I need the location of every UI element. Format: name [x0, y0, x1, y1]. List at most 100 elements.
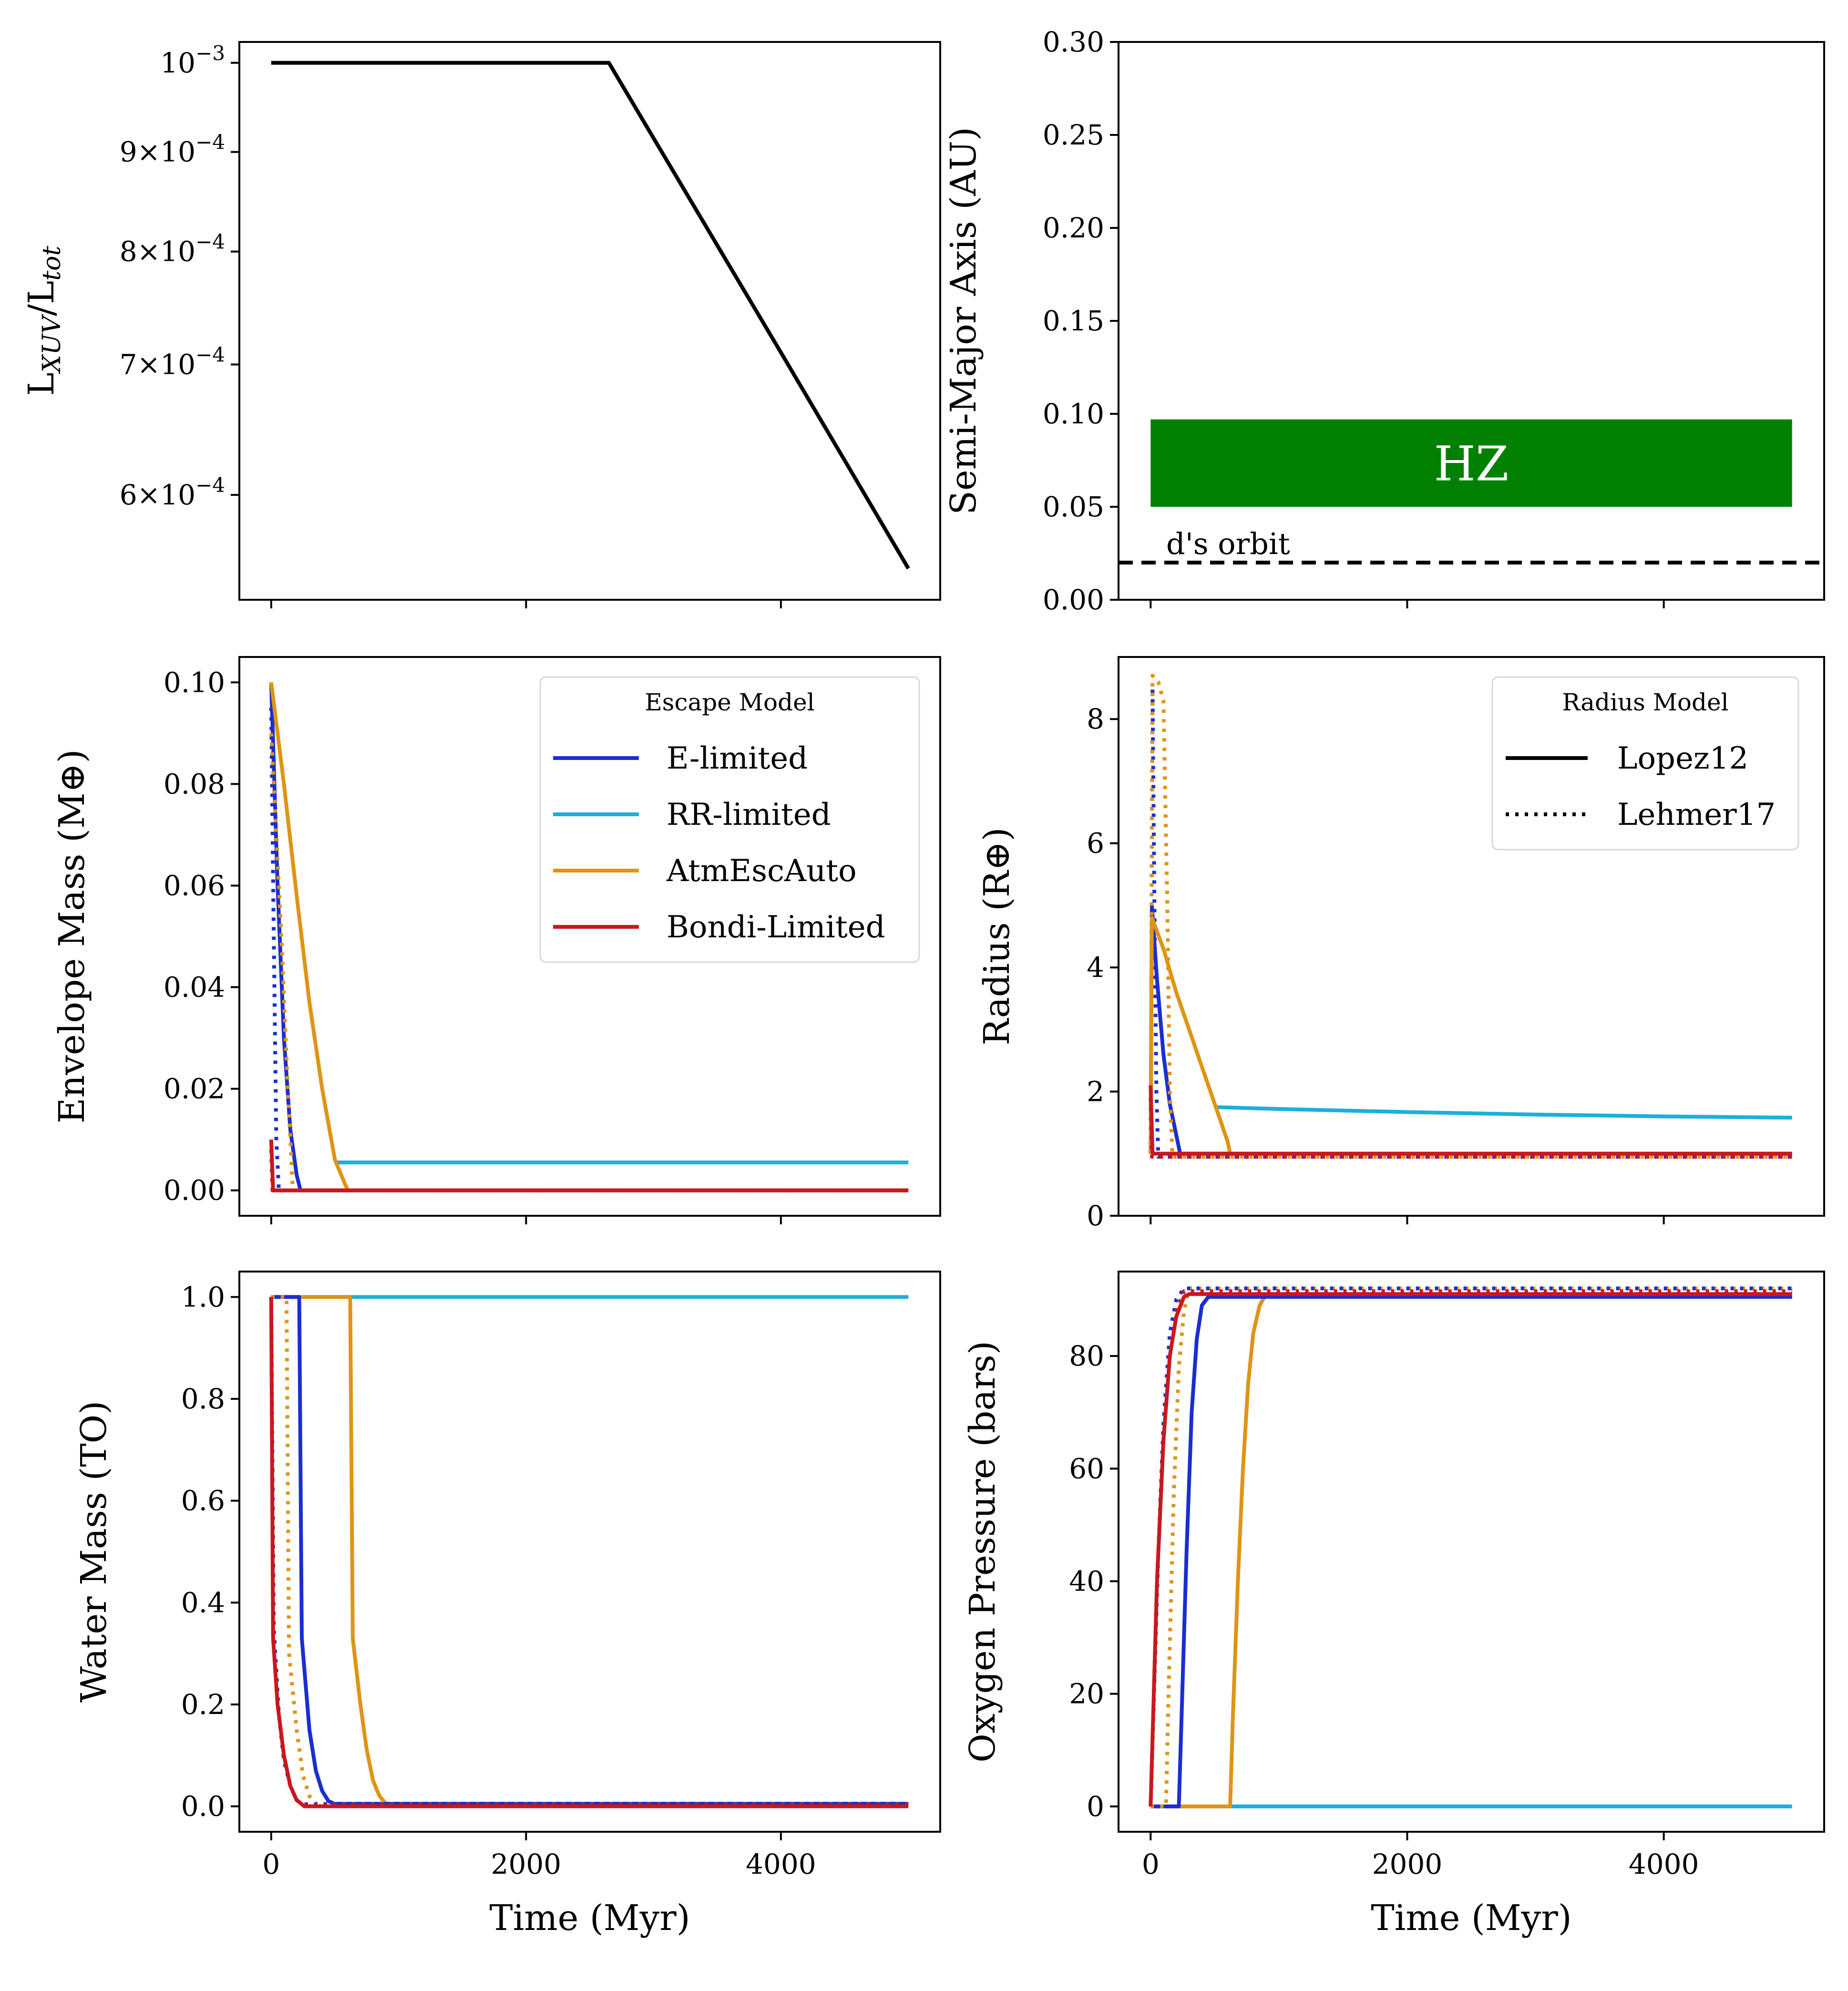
y-tick-label: 0.20	[1043, 212, 1104, 244]
y-tick-label: 8×10−4	[120, 230, 225, 268]
y-tick-label: 0.10	[1043, 398, 1104, 430]
x-tick-label: 4000	[746, 1848, 816, 1880]
legend-label: RR-limited	[667, 797, 831, 832]
panel-semi-major-axis: HZ d's orbit 0.00 0.05 0.10 0.15 0.20 0.25 0.30 S…	[943, 26, 1825, 616]
axes-frame	[1118, 1271, 1825, 1833]
y-tick-label: 6×10−4	[120, 473, 225, 511]
series-line-atmescauto	[269, 682, 909, 1192]
series-line-bondi-dot	[1149, 1289, 1792, 1807]
series-line-bondi	[1149, 1292, 1792, 1807]
y-tick-label: 60	[1069, 1452, 1104, 1485]
legend-label: AtmEscAuto	[666, 853, 857, 889]
y-tick-label: 0.8	[181, 1383, 225, 1415]
series-line-rr_limited	[1214, 1105, 1792, 1120]
legend-title: Radius Model	[1562, 688, 1728, 716]
y-axis-label: LXUV/Ltot	[21, 246, 66, 396]
y-tick-label: 0.10	[164, 666, 225, 698]
series-line-e_limited-dot	[1149, 1286, 1792, 1807]
series-line-atmescauto-dot	[271, 1295, 909, 1806]
series-line-bondi-dot	[269, 1297, 909, 1807]
y-tick-label: 0.06	[164, 869, 225, 902]
y-axis-label: Oxygen Pressure (bars)	[962, 1341, 1003, 1762]
legend-box	[1491, 676, 1799, 851]
y-tick-label: 0.0	[181, 1790, 225, 1823]
x-tick-label: 2000	[1372, 1848, 1443, 1880]
y-axis-label: Radius (R⊕)	[976, 827, 1017, 1045]
series-line-black	[271, 61, 910, 570]
y-tick-label: 4	[1087, 951, 1104, 984]
y-tick-label: 40	[1069, 1565, 1104, 1597]
axes-frame	[1118, 656, 1825, 1217]
x-axis-label: Time (Myr)	[1371, 1898, 1571, 1939]
series-line-bondi	[1149, 1085, 1792, 1156]
series-group	[269, 682, 909, 1192]
y-tick-label: 9×10−4	[120, 131, 225, 168]
y-tick-label: 20	[1069, 1678, 1104, 1710]
y-tick-label: 0.08	[164, 768, 225, 800]
series-line-atmescauto-dot	[269, 733, 909, 1192]
y-axis-label: Water Mass (TO)	[73, 1401, 114, 1703]
series-line-e_limited	[1150, 1295, 1792, 1808]
series-group	[1149, 674, 1792, 1159]
axes-frame	[238, 41, 941, 601]
y-tick-label: 7×10−4	[120, 343, 225, 381]
y-tick-label: 0	[1087, 1200, 1104, 1232]
y-axis-label: Semi-Major Axis (AU)	[943, 127, 984, 515]
series-line-bondi	[269, 1297, 909, 1808]
y-tick-label: 1.0	[181, 1281, 225, 1313]
y-tick-label: 0.4	[181, 1586, 225, 1619]
panel-water-mass: 0 2000 4000 0.0 0.2 0.4 0.6 0.8 1.0 Time (Myr) Wat…	[73, 1271, 941, 1939]
legend: Escape Model E-limited RR-limited AtmEscAut…	[539, 676, 920, 963]
y-tick-label: 0.25	[1043, 119, 1104, 151]
y-tick-label: 0.30	[1043, 26, 1104, 58]
series-line-atmescauto-dot	[1149, 674, 1792, 1159]
legend-label: Bondi-Limited	[667, 910, 885, 945]
legend: Radius Model Lopez12 Lehmer17	[1491, 676, 1799, 851]
series-line-e_limited-dot	[269, 708, 909, 1192]
y-tick-label: 0.6	[181, 1485, 225, 1517]
series-group	[1149, 1286, 1792, 1808]
series-line-bondi	[269, 1139, 909, 1192]
x-tick-label: 4000	[1629, 1848, 1699, 1880]
y-tick-label: 0.00	[1043, 584, 1104, 616]
y-tick-label: 10−3	[160, 41, 225, 79]
y-tick-label: 0	[1087, 1790, 1104, 1823]
habitable-zone-band	[1150, 419, 1792, 507]
legend-label: Lopez12	[1617, 741, 1748, 776]
hz-label: HZ	[1434, 436, 1509, 492]
y-tick-label: 0.05	[1043, 491, 1104, 523]
legend-box	[539, 676, 920, 963]
y-tick-label: 6	[1087, 827, 1104, 860]
axes-frame	[238, 1271, 941, 1833]
y-tick-label: 2	[1087, 1076, 1104, 1108]
series-line-bondi-dot	[269, 1149, 909, 1192]
series-line-e_limited	[271, 1295, 909, 1806]
series-line-e_limited-dot	[269, 1297, 909, 1806]
legend-label: E-limited	[667, 741, 808, 776]
series-group	[271, 61, 910, 570]
x-axis-label: Time (Myr)	[489, 1898, 690, 1939]
series-line-atmescauto-dot	[1150, 1286, 1792, 1808]
legend-title: Escape Model	[645, 688, 814, 716]
y-tick-label: 0.04	[164, 971, 225, 1004]
axes-frame	[1118, 41, 1825, 601]
y-tick-label: 0.02	[164, 1073, 225, 1105]
x-tick-label: 0	[1142, 1848, 1160, 1880]
x-tick-label: 2000	[491, 1848, 562, 1880]
y-tick-label: 0.00	[164, 1174, 225, 1207]
x-tick-label: 0	[262, 1848, 280, 1880]
y-tick-label: 0.15	[1043, 305, 1104, 337]
series-line-atmescauto	[1150, 1292, 1792, 1808]
legend-label: Lehmer17	[1617, 797, 1776, 832]
panel-radius: 0 2 4 6 8 Radius (R⊕) Radius Model Lopez12 Lehme…	[976, 656, 1825, 1232]
y-tick-label: 8	[1087, 703, 1104, 735]
panel-lxuv: 10−3 9×10−4 8×10−4 7×10−4 6×10−4 LXUV/Ltot	[21, 41, 941, 608]
y-tick-label: 0.2	[181, 1688, 225, 1721]
orbit-label: d's orbit	[1166, 526, 1290, 561]
series-line-e_limited-dot	[1149, 686, 1792, 1159]
series-group	[269, 1295, 909, 1808]
panel-oxygen-pressure: 0 2000 4000 0 20 40 60 80 Time (Myr) Oxygen Press…	[962, 1271, 1825, 1939]
y-tick-label: 80	[1069, 1340, 1104, 1372]
axes-frame	[238, 656, 941, 1217]
